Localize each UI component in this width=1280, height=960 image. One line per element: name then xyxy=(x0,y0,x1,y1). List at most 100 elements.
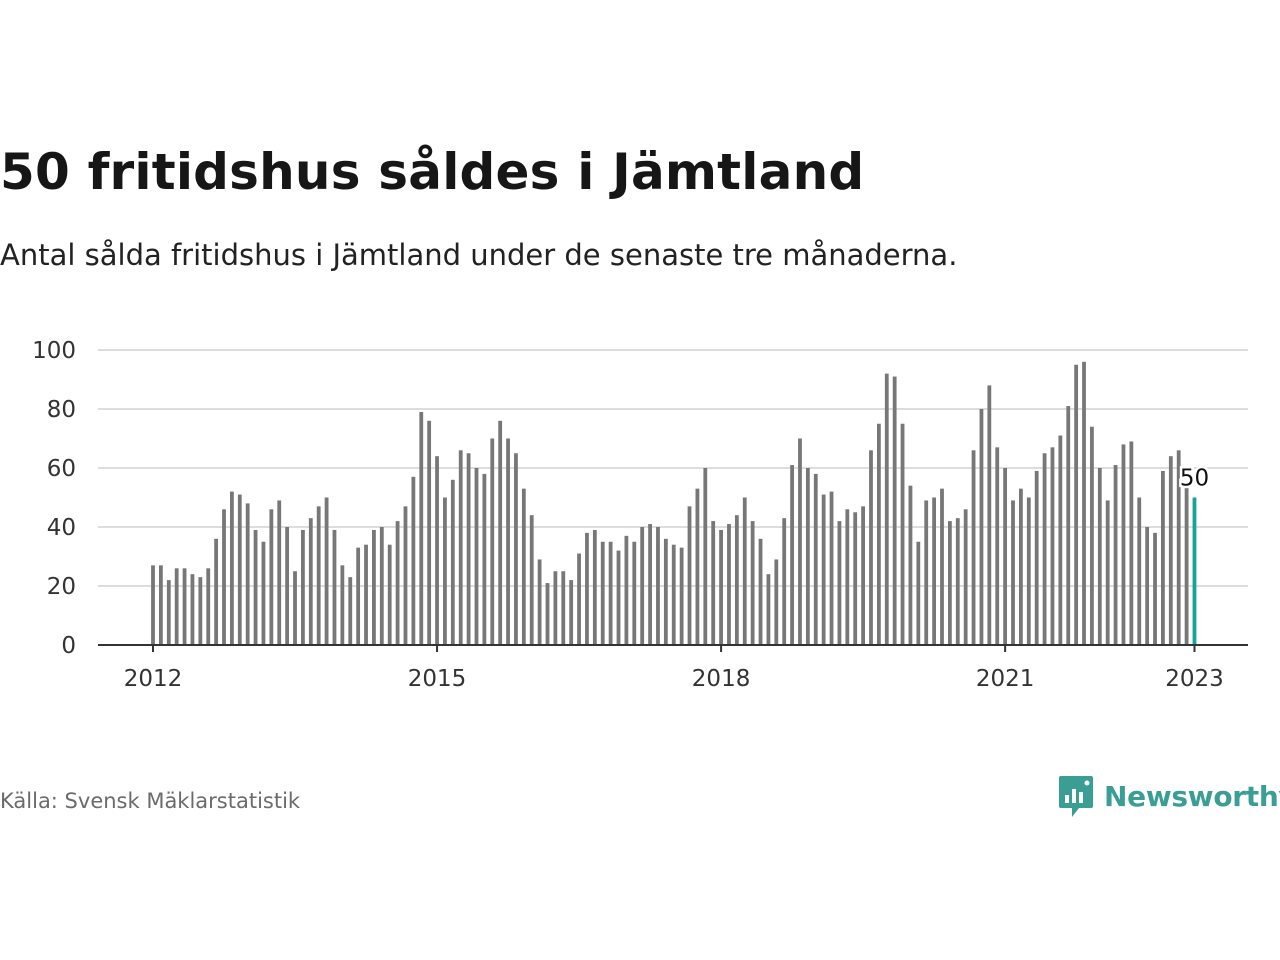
bar xyxy=(1176,450,1181,645)
bar xyxy=(458,450,463,645)
bar xyxy=(1153,532,1157,645)
bar xyxy=(1026,497,1031,645)
bar xyxy=(624,535,629,645)
bar xyxy=(1003,468,1008,645)
bar xyxy=(277,500,282,645)
bar xyxy=(427,420,432,645)
bar xyxy=(1121,444,1126,645)
bar xyxy=(837,521,842,645)
bar xyxy=(498,420,503,645)
last-value-label: 50 xyxy=(1180,466,1209,492)
bar xyxy=(924,500,929,645)
bar xyxy=(269,509,274,645)
bar xyxy=(1074,364,1079,645)
bar xyxy=(356,547,361,645)
bar xyxy=(1011,500,1015,645)
bar xyxy=(908,485,913,645)
bar xyxy=(308,518,313,645)
bar xyxy=(395,521,400,645)
bar xyxy=(230,491,234,645)
chart-subtitle: Antal sålda fritidshus i Jämtland under … xyxy=(0,238,958,272)
bar xyxy=(158,565,163,645)
x-tick-label: 2018 xyxy=(692,666,751,692)
source-note: Källa: Svensk Mäklarstatistik xyxy=(0,789,301,813)
newsworthy-logo-icon xyxy=(1059,776,1093,817)
bar xyxy=(182,568,187,645)
bar xyxy=(1050,447,1055,645)
bar xyxy=(553,571,558,645)
x-tick-label: 2023 xyxy=(1165,666,1224,692)
bar xyxy=(482,473,487,645)
bar xyxy=(616,550,621,645)
bar xyxy=(711,521,716,645)
bar xyxy=(324,497,329,645)
bar xyxy=(1066,406,1071,645)
bar xyxy=(1184,485,1189,645)
bar xyxy=(1097,468,1102,645)
bar xyxy=(971,450,976,645)
bar xyxy=(435,456,439,645)
bar xyxy=(285,527,290,645)
bar xyxy=(261,541,266,645)
bar xyxy=(608,541,613,645)
y-tick-label: 80 xyxy=(47,397,76,423)
bar-chart: 0 20 40 60 80 100 2012 2015 2018 2021 2023 50 xyxy=(32,338,1248,692)
bar xyxy=(861,506,865,645)
bar xyxy=(782,518,787,645)
bar xyxy=(916,541,921,645)
bar xyxy=(514,453,518,645)
bar xyxy=(190,574,195,645)
bar xyxy=(537,559,542,645)
bar xyxy=(829,491,834,645)
bar xyxy=(253,529,258,645)
bar xyxy=(506,438,510,645)
bar xyxy=(1113,465,1118,645)
bar xyxy=(569,580,574,645)
bar xyxy=(364,544,368,645)
bar xyxy=(742,497,747,645)
bar xyxy=(237,494,242,645)
bar xyxy=(995,447,1000,645)
bar xyxy=(577,553,581,645)
brand-name: Newsworthy xyxy=(1104,779,1280,813)
bar xyxy=(466,453,471,645)
y-tick-label: 40 xyxy=(47,515,76,541)
bar xyxy=(293,571,297,645)
bar xyxy=(750,521,755,645)
bar xyxy=(316,506,321,645)
bar xyxy=(790,465,794,645)
bar xyxy=(1090,426,1094,645)
bar xyxy=(301,529,305,645)
bar xyxy=(1019,488,1023,645)
bar xyxy=(529,515,534,645)
bar xyxy=(869,450,873,645)
bar xyxy=(932,497,937,645)
bar xyxy=(340,565,345,645)
brand-logo: Newsworthy xyxy=(1058,772,1280,820)
bar xyxy=(1034,470,1039,645)
bar xyxy=(1161,470,1165,645)
bar xyxy=(166,580,171,645)
bar xyxy=(419,411,424,645)
bar xyxy=(198,577,203,645)
bar xyxy=(884,373,889,645)
bar xyxy=(687,506,692,645)
x-tick-label: 2021 xyxy=(976,666,1035,692)
bar xyxy=(798,438,802,645)
bar xyxy=(1145,527,1150,645)
bar xyxy=(727,524,731,645)
y-tick-label: 20 xyxy=(47,574,76,600)
bar xyxy=(1168,456,1173,645)
bar xyxy=(805,468,810,645)
bar xyxy=(222,509,226,645)
bar xyxy=(648,524,652,645)
bar xyxy=(592,529,597,645)
bar xyxy=(379,527,384,645)
bar xyxy=(545,583,550,645)
bar xyxy=(663,538,668,645)
y-tick-label: 60 xyxy=(47,456,76,482)
bar xyxy=(561,571,566,645)
bar xyxy=(640,527,645,645)
bar xyxy=(245,503,250,645)
bar xyxy=(821,494,826,645)
